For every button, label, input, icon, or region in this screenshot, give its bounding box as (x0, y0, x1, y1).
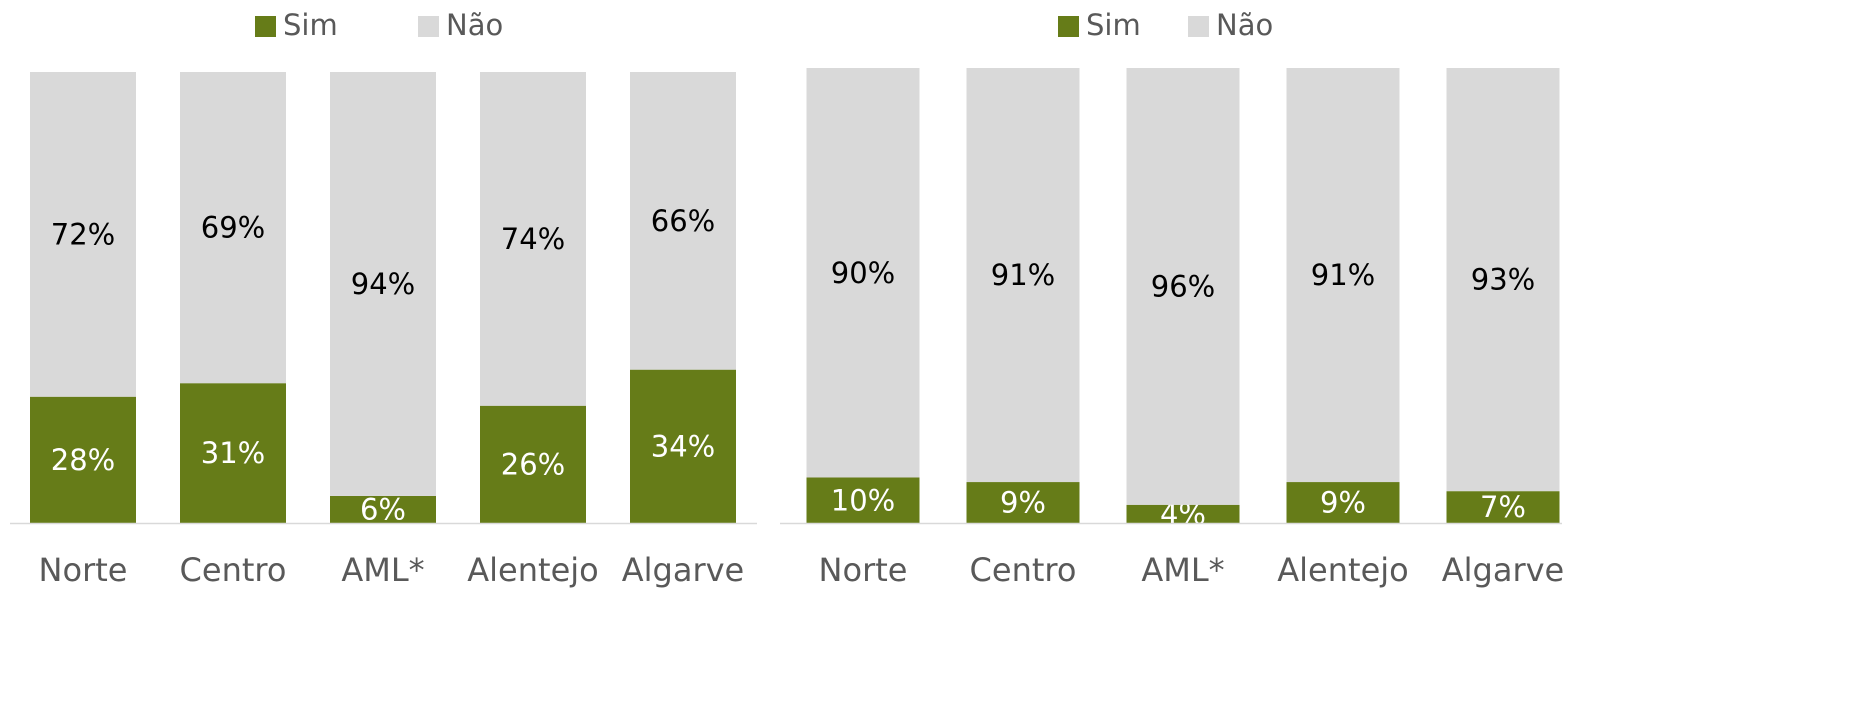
data-label: 90% (831, 256, 895, 290)
data-label: 34% (651, 429, 715, 463)
bar-segment (330, 495, 436, 523)
bar-segment (330, 72, 436, 496)
data-label: 31% (201, 436, 265, 470)
x-tick-label: Algarve (622, 551, 744, 589)
bar-segment (806, 68, 920, 478)
legend-label: Não (1216, 8, 1273, 42)
bar-segment (30, 72, 136, 397)
x-tick-label: Centro (180, 551, 287, 589)
bar-segment (630, 72, 736, 370)
legend-swatch (1188, 16, 1209, 37)
bar-segment (30, 396, 136, 523)
bar-segment (480, 72, 586, 406)
bar-segment (966, 68, 1080, 483)
legend-swatch (418, 16, 439, 37)
x-tick-label: Algarve (1442, 551, 1564, 589)
bar-segment (1446, 68, 1560, 492)
x-tick-label: Alentejo (467, 551, 598, 589)
data-label: 96% (1151, 269, 1215, 303)
bar-segment (1446, 491, 1560, 523)
data-label: 6% (360, 492, 406, 526)
x-tick-label: AML* (1141, 551, 1224, 589)
legend-label: Sim (283, 8, 338, 42)
x-tick-label: Norte (39, 551, 128, 589)
x-tick-label: AML* (341, 551, 424, 589)
legend-label: Não (446, 8, 503, 42)
bar-segment (966, 482, 1080, 523)
bar-segment (180, 383, 286, 523)
data-label: 9% (1320, 486, 1366, 520)
data-label: 10% (831, 483, 895, 517)
data-label: 94% (351, 267, 415, 301)
bar-segment (1286, 482, 1400, 523)
data-label: 74% (501, 222, 565, 256)
data-label: 69% (201, 211, 265, 245)
data-label: 72% (51, 217, 115, 251)
data-label: 28% (51, 443, 115, 477)
bar-segment (806, 477, 920, 523)
x-tick-label: Norte (819, 551, 908, 589)
data-label: 7% (1480, 490, 1526, 524)
x-tick-label: Centro (970, 551, 1077, 589)
data-label: 9% (1000, 486, 1046, 520)
data-label: 91% (1311, 258, 1375, 292)
data-label: 26% (501, 447, 565, 481)
bar-segment (1126, 68, 1240, 505)
legend-label: Sim (1086, 8, 1141, 42)
legend-swatch (1058, 16, 1079, 37)
data-label: 93% (1471, 263, 1535, 297)
bar-segment (1286, 68, 1400, 483)
x-tick-label: Alentejo (1277, 551, 1408, 589)
bar-segment (1126, 504, 1240, 523)
data-label: 66% (651, 204, 715, 238)
legend-swatch (255, 16, 276, 37)
bar-segment (480, 405, 586, 523)
bar-segment (630, 369, 736, 523)
data-label: 91% (991, 258, 1055, 292)
bar-segment (180, 72, 286, 384)
